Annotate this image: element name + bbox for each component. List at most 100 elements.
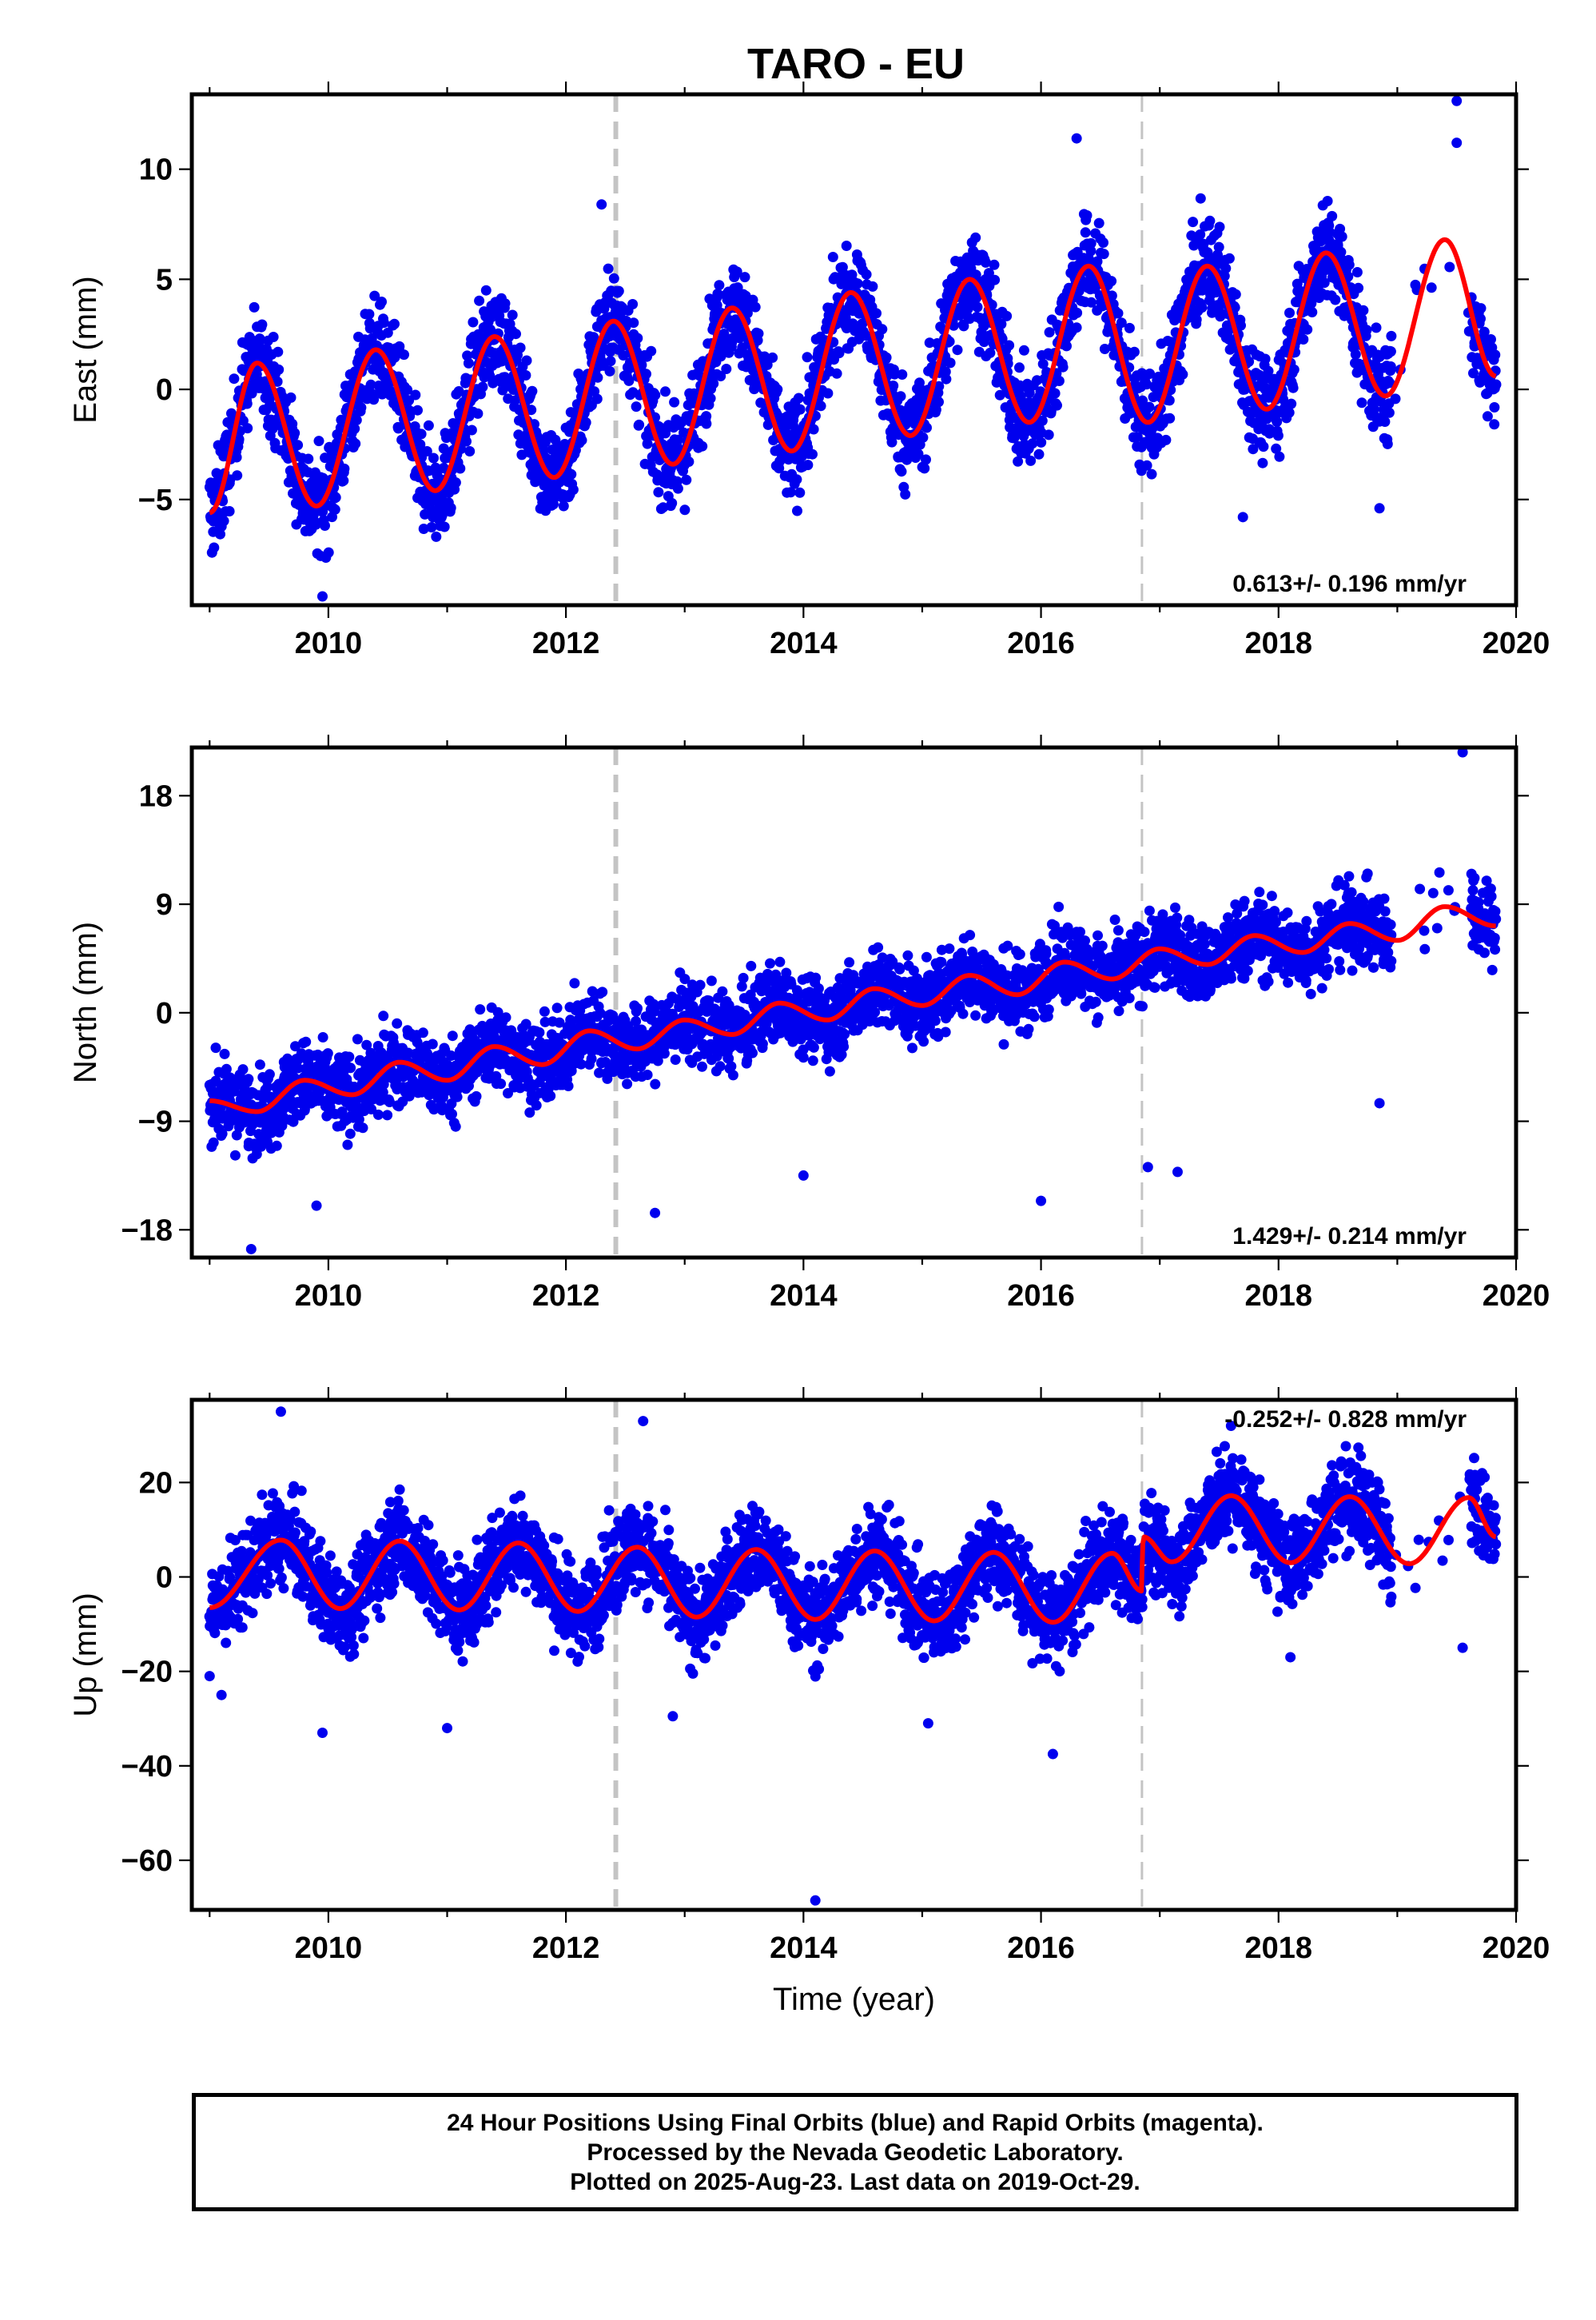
observation-point (1288, 382, 1299, 393)
observation-point (1037, 415, 1048, 426)
observation-point (376, 297, 387, 307)
observation-point (526, 405, 537, 416)
observation-point (1188, 217, 1199, 228)
observation-point (287, 418, 298, 429)
observation-point (747, 1047, 758, 1058)
observation-point (293, 440, 304, 451)
observation-point (827, 252, 838, 262)
observation-point (350, 438, 361, 449)
observation-point (622, 1078, 633, 1090)
observation-point (353, 1114, 364, 1125)
observation-point (605, 356, 616, 367)
observation-point (592, 372, 603, 383)
observation-point (1033, 448, 1045, 460)
observation-point (1080, 227, 1091, 238)
observation-point (706, 975, 717, 987)
observation-point (807, 448, 818, 460)
observation-point (1224, 253, 1235, 264)
observation-point (499, 298, 511, 309)
observation-point (229, 1150, 241, 1161)
observation-point (1343, 259, 1355, 270)
observation-point (1319, 277, 1330, 289)
observation-point (221, 1063, 232, 1074)
observation-point (1043, 429, 1054, 440)
observation-point (364, 309, 375, 320)
observation-point (576, 435, 587, 446)
observation-point (1053, 376, 1065, 386)
observation-point (623, 375, 635, 386)
y-axis-label: East (mm) (68, 276, 103, 423)
observation-point (219, 1048, 230, 1059)
observation-point (1288, 364, 1299, 375)
observation-point (1212, 249, 1223, 261)
observation-point (802, 352, 813, 363)
observation-point (1085, 237, 1097, 249)
observation-point (399, 349, 409, 361)
observation-point (705, 393, 716, 404)
observation-point (475, 1004, 486, 1015)
observation-point (1468, 368, 1479, 379)
observation-point (762, 359, 773, 370)
observation-point (793, 393, 804, 404)
observation-point (1001, 310, 1013, 321)
observation-point (1164, 413, 1176, 424)
plot-frame (189, 92, 1518, 608)
x-tick-label: 2012 (532, 627, 600, 660)
observation-point (1272, 430, 1284, 441)
observation-point (757, 1038, 768, 1050)
observation-point (365, 379, 376, 390)
observation-point (450, 477, 461, 488)
observation-point (1330, 294, 1341, 305)
observation-point (1098, 237, 1108, 248)
observation-point (627, 299, 639, 309)
observation-point (1274, 451, 1285, 462)
observation-point (273, 364, 285, 375)
observation-point (739, 272, 750, 283)
observation-point (477, 381, 488, 393)
y-tick-label: 0 (156, 373, 173, 407)
observation-point (357, 1122, 368, 1134)
observation-point (209, 542, 220, 553)
observation-point (231, 1130, 242, 1141)
observation-point (1271, 443, 1282, 454)
observation-point (642, 1070, 653, 1080)
observation-point (521, 355, 532, 366)
observation-point (1106, 290, 1117, 301)
observation-point (1204, 215, 1216, 226)
observation-point (428, 452, 439, 464)
observation-point (886, 436, 898, 448)
observation-point (563, 1081, 574, 1091)
x-tick-label: 2018 (1245, 627, 1313, 660)
observation-point (378, 317, 389, 329)
observation-point (824, 1066, 835, 1077)
observation-point (813, 983, 824, 994)
outlier-point (1237, 512, 1248, 523)
observation-point (714, 1061, 726, 1072)
observation-point (1490, 349, 1501, 361)
observation-point (210, 1042, 221, 1054)
observation-point (272, 376, 283, 387)
observation-point (569, 978, 580, 989)
observation-point (659, 1048, 670, 1059)
observation-point (1489, 419, 1500, 430)
observation-point (921, 422, 932, 433)
observation-point (613, 285, 624, 297)
observation-point (701, 411, 712, 422)
observation-point (871, 308, 882, 319)
observation-point (839, 1029, 850, 1040)
observation-point (243, 1074, 254, 1085)
observation-point (997, 333, 1008, 345)
observation-point (1098, 249, 1109, 260)
observation-point (815, 401, 826, 412)
observation-point (1213, 241, 1224, 253)
observation-point (368, 394, 380, 405)
observation-point (224, 506, 235, 516)
observation-point (701, 418, 712, 429)
observation-point (808, 1042, 819, 1053)
observation-point (759, 351, 770, 362)
outlier-point (1451, 138, 1463, 149)
observation-point (822, 388, 834, 399)
observation-point (603, 263, 614, 274)
observation-point (567, 484, 579, 495)
observation-point (1444, 261, 1455, 273)
